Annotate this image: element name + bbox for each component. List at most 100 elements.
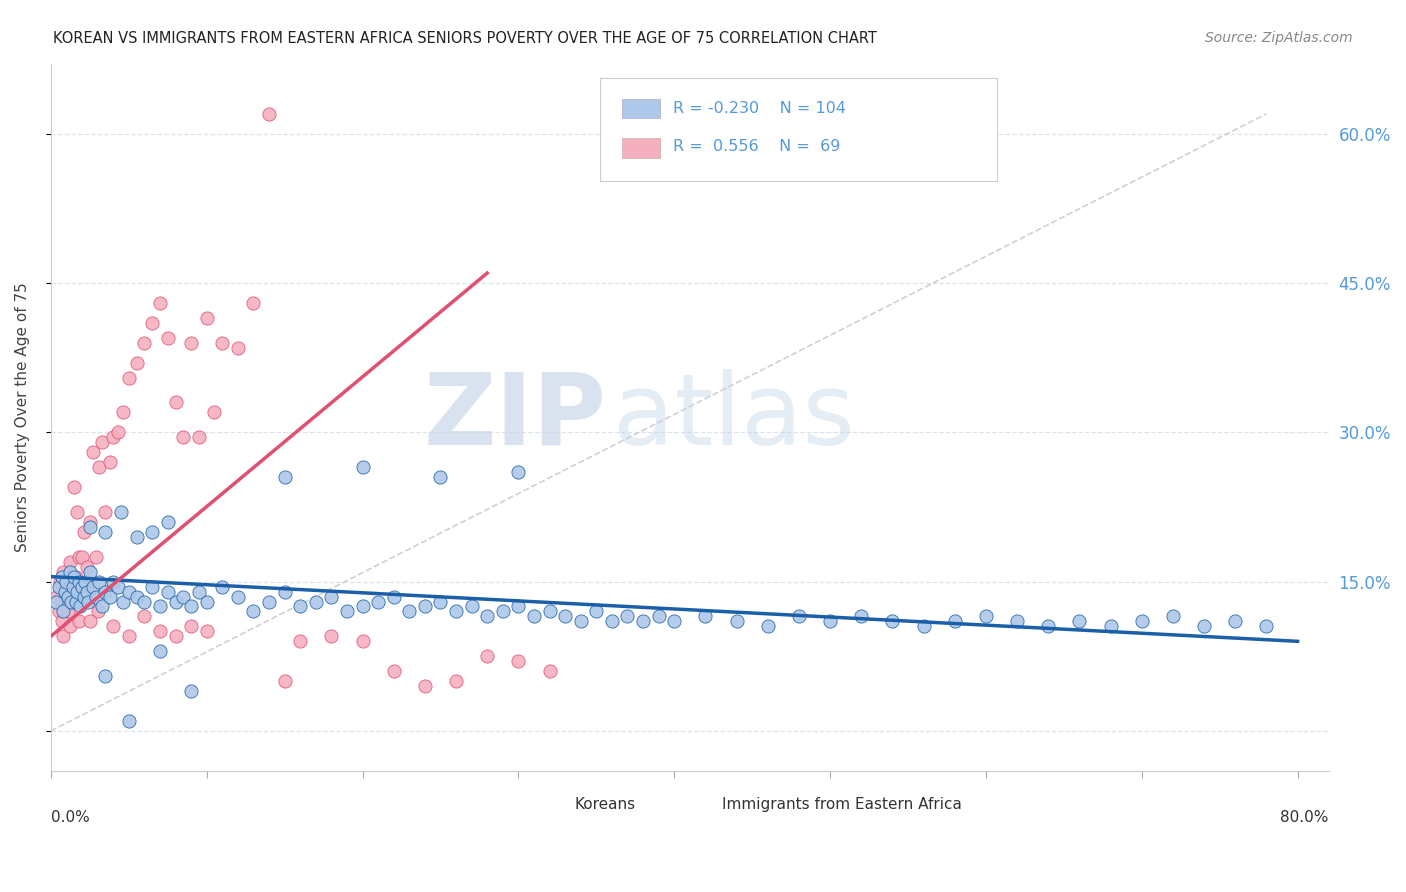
Point — [89, 574, 111, 589]
Point — [818, 615, 841, 629]
Point — [257, 594, 280, 608]
Point — [101, 619, 124, 633]
Point — [72, 590, 94, 604]
Point — [429, 594, 451, 608]
Point — [756, 619, 779, 633]
Point — [538, 604, 561, 618]
Point — [49, 574, 72, 589]
Point — [62, 594, 84, 608]
Point — [352, 599, 374, 614]
Point — [65, 594, 87, 608]
Point — [165, 594, 187, 608]
Text: Immigrants from Eastern Africa: Immigrants from Eastern Africa — [721, 797, 962, 812]
Point — [94, 505, 117, 519]
Point — [226, 590, 249, 604]
Point — [647, 609, 669, 624]
Point — [79, 520, 101, 534]
Point — [1005, 615, 1028, 629]
Point — [149, 644, 172, 658]
Point — [600, 615, 623, 629]
Text: ZIP: ZIP — [423, 369, 607, 466]
Point — [413, 679, 436, 693]
Point — [943, 615, 966, 629]
Point — [75, 574, 97, 589]
Point — [107, 580, 129, 594]
Point — [134, 594, 156, 608]
Point — [290, 634, 312, 648]
Text: R = -0.230    N = 104: R = -0.230 N = 104 — [673, 101, 846, 116]
Point — [444, 604, 467, 618]
Point — [55, 594, 77, 608]
Point — [69, 590, 91, 604]
Point — [77, 574, 100, 589]
Point — [141, 524, 163, 539]
Point — [98, 590, 121, 604]
Point — [585, 604, 607, 618]
Point — [204, 405, 226, 419]
Point — [1192, 619, 1215, 633]
Point — [787, 609, 810, 624]
Bar — [537, 796, 568, 814]
Text: R =  0.556    N =  69: R = 0.556 N = 69 — [673, 139, 841, 154]
Point — [851, 609, 873, 624]
Point — [53, 584, 76, 599]
Point — [1130, 615, 1153, 629]
Point — [631, 615, 654, 629]
Point — [134, 335, 156, 350]
Point — [477, 609, 499, 624]
Point — [141, 580, 163, 594]
Point — [554, 609, 576, 624]
Point — [107, 425, 129, 440]
Point — [172, 590, 194, 604]
Point — [67, 549, 90, 564]
Point — [1225, 615, 1247, 629]
Point — [321, 590, 343, 604]
Point — [538, 664, 561, 678]
Point — [65, 569, 87, 583]
Point — [79, 515, 101, 529]
Point — [273, 584, 295, 599]
Point — [76, 559, 98, 574]
Point — [211, 335, 233, 350]
Point — [53, 584, 76, 599]
Point — [76, 584, 98, 599]
Point — [429, 470, 451, 484]
Point — [725, 615, 748, 629]
Point — [75, 584, 97, 599]
Point — [156, 331, 179, 345]
Point — [101, 430, 124, 444]
Point — [134, 609, 156, 624]
Point — [101, 574, 124, 589]
Point — [141, 316, 163, 330]
Point — [149, 599, 172, 614]
Point — [352, 634, 374, 648]
Point — [1069, 615, 1091, 629]
Point — [118, 584, 141, 599]
Point — [94, 669, 117, 683]
Point — [180, 684, 202, 698]
Point — [48, 580, 70, 594]
Point — [52, 565, 75, 579]
Point — [79, 615, 101, 629]
Text: atlas: atlas — [613, 369, 855, 466]
Point — [273, 674, 295, 689]
Point — [56, 590, 79, 604]
Point — [382, 590, 405, 604]
Point — [974, 609, 997, 624]
Point — [60, 569, 83, 583]
Point — [118, 370, 141, 384]
Point — [66, 505, 89, 519]
Point — [111, 405, 134, 419]
Point — [508, 654, 530, 668]
Point — [110, 505, 132, 519]
Point — [211, 580, 233, 594]
Point — [444, 674, 467, 689]
Point — [569, 615, 592, 629]
Point — [125, 590, 148, 604]
Point — [149, 296, 172, 310]
Point — [63, 480, 86, 494]
Point — [84, 549, 107, 564]
Point — [180, 599, 202, 614]
Point — [118, 714, 141, 728]
Point — [82, 445, 104, 459]
